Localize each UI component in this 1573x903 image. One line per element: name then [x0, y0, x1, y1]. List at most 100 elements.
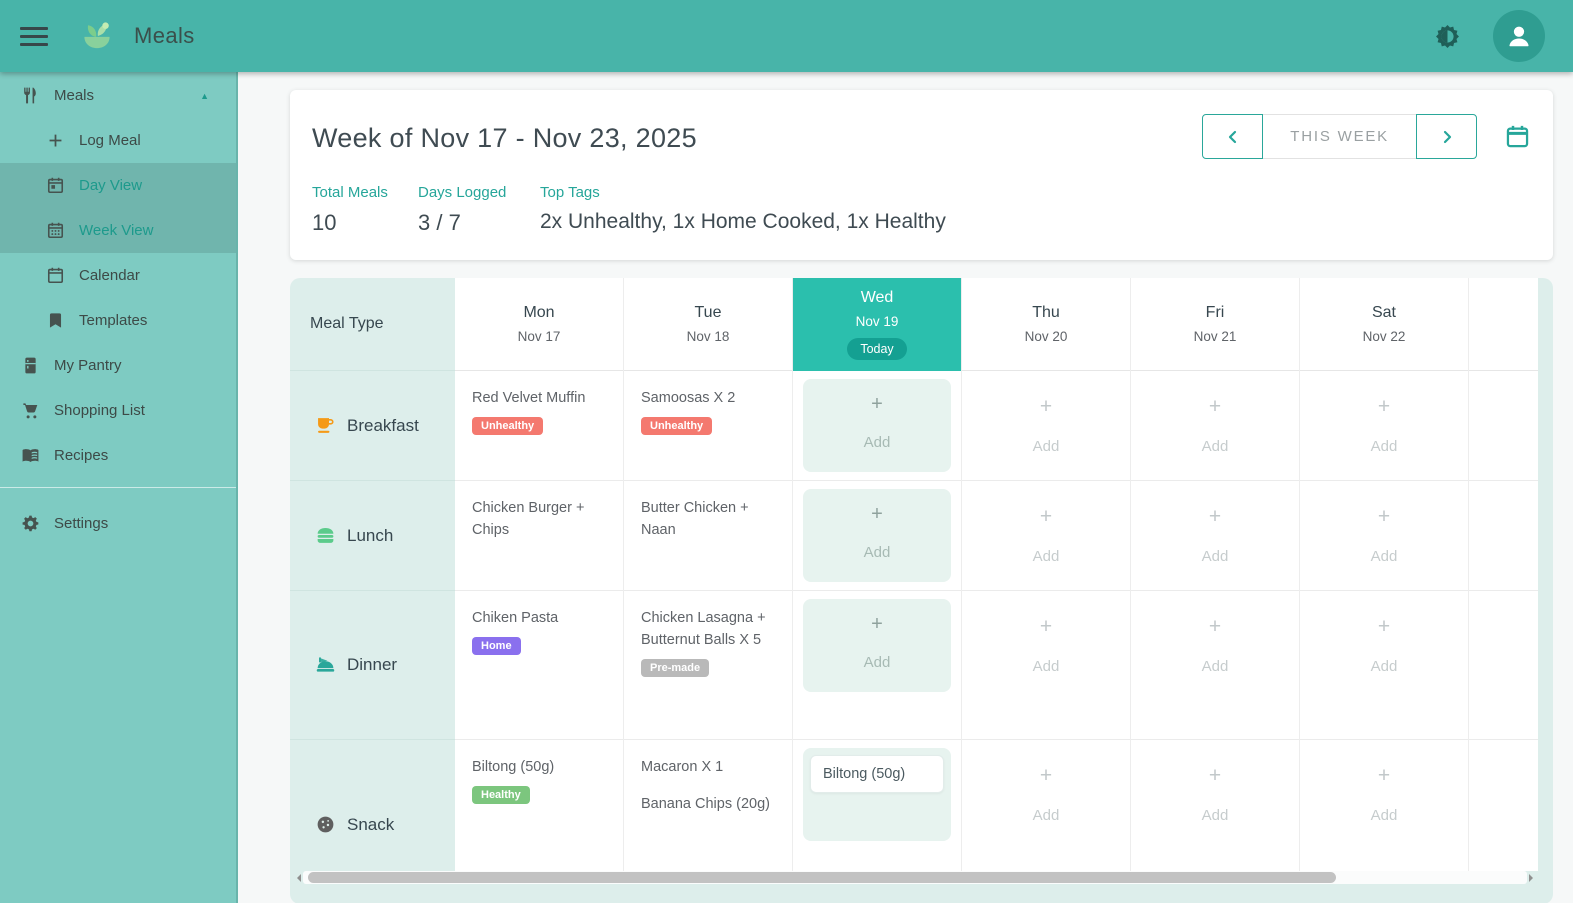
this-week-button[interactable]: THIS WEEK — [1263, 114, 1416, 159]
meal-type-breakfast: Breakfast — [290, 371, 455, 481]
sidebar-item-my-pantry[interactable]: My Pantry — [0, 343, 236, 388]
scrollbar-thumb[interactable] — [308, 872, 1337, 883]
meal-entry[interactable]: Chiken Pasta Home — [455, 591, 623, 740]
sidebar-divider — [0, 487, 236, 488]
sidebar-item-shopping-list[interactable]: Shopping List — [0, 388, 236, 433]
add-meal-button[interactable]: + Add — [803, 489, 951, 582]
add-meal-button[interactable]: + Add — [803, 379, 951, 472]
tag-unhealthy: Unhealthy — [641, 417, 713, 435]
day-header: Mon Nov 17 — [455, 278, 623, 371]
add-meal-button[interactable]: + Add — [1131, 481, 1299, 591]
fridge-icon — [25, 357, 36, 374]
plus-icon: + — [1377, 505, 1391, 528]
calendar-picker-icon[interactable] — [1504, 123, 1531, 150]
add-meal-button[interactable]: + Add — [962, 481, 1130, 591]
stat-top-tags: Top Tags 2x Unhealthy, 1x Home Cooked, 1… — [540, 184, 946, 233]
add-meal-button[interactable]: + Add — [962, 371, 1130, 481]
plus-icon: + — [1377, 764, 1391, 787]
meal-entry[interactable]: Biltong (50g) — [810, 755, 944, 793]
tag-healthy: Healthy — [472, 786, 530, 804]
plus-icon: + — [1377, 395, 1391, 418]
app-header: Meals — [0, 0, 1573, 72]
plus-icon — [49, 134, 62, 147]
day-header-today: Wed Nov 19 Today — [793, 278, 961, 371]
meal-entry[interactable]: Chicken Lasagna + Butternut Balls X 5 Pr… — [624, 591, 792, 740]
tag-premade: Pre-made — [641, 659, 710, 677]
sidebar-item-label: Settings — [54, 515, 109, 532]
add-meal-button[interactable]: + Add — [1300, 740, 1468, 871]
user-avatar[interactable] — [1493, 10, 1545, 62]
day-header: Thu Nov 20 — [962, 278, 1130, 371]
plus-icon: + — [1377, 615, 1391, 638]
day-column-sat: Sat Nov 22 + Add + Add + Add — [1300, 278, 1469, 871]
meal-type-header: Meal Type — [290, 278, 455, 371]
sidebar-item-templates[interactable]: Templates — [0, 298, 236, 343]
week-days-grid: Mon Nov 17 Red Velvet Muffin Unhealthy C… — [455, 278, 1538, 871]
week-planner-table: Meal Type Breakfast Lunch — [290, 278, 1553, 903]
plus-icon: + — [1208, 395, 1222, 418]
add-meal-button[interactable]: + Add — [1131, 740, 1299, 871]
horizontal-scrollbar[interactable] — [293, 871, 1537, 884]
add-meal-button[interactable]: + Add — [962, 591, 1130, 740]
meal-entry[interactable]: Chicken Burger + Chips — [455, 481, 623, 591]
sidebar-item-settings[interactable]: Settings — [0, 501, 236, 546]
week-summary-card: Week of Nov 17 - Nov 23, 2025 THIS WEEK — [290, 90, 1553, 260]
theme-toggle-icon[interactable] — [1434, 23, 1461, 50]
add-meal-button[interactable]: + Add — [1300, 591, 1468, 740]
menu-button[interactable] — [20, 23, 48, 50]
sidebar-item-label: Log Meal — [79, 132, 141, 149]
prev-week-button[interactable] — [1202, 114, 1264, 159]
add-meal-button[interactable]: + Add — [1300, 481, 1468, 591]
plus-icon: + — [1039, 505, 1053, 528]
week-calendar-icon — [47, 222, 64, 239]
add-meal-button[interactable]: + Add — [803, 599, 951, 692]
sidebar-item-week-view[interactable]: Week View — [0, 208, 236, 253]
plus-icon: + — [1208, 615, 1222, 638]
dinner-dome-icon — [316, 656, 335, 672]
tag-home: Home — [472, 637, 521, 655]
plus-icon: + — [1039, 615, 1053, 638]
meal-entry[interactable]: Macaron X 1 Banana Chips (20g) — [624, 740, 792, 871]
book-icon — [22, 449, 39, 462]
day-header: Fri Nov 21 — [1131, 278, 1299, 371]
plus-icon: + — [1208, 505, 1222, 528]
meal-entry[interactable]: Samoosas X 2 Unhealthy — [624, 371, 792, 481]
add-meal-button[interactable]: + Add — [1300, 371, 1468, 481]
tag-unhealthy: Unhealthy — [472, 417, 544, 435]
sidebar-item-calendar[interactable]: Calendar — [0, 253, 236, 298]
gear-icon — [22, 515, 39, 532]
sidebar-item-label: Meals — [54, 87, 95, 104]
sidebar-item-recipes[interactable]: Recipes — [0, 433, 236, 478]
sidebar: Meals ▲ Log Meal Day View — [0, 72, 238, 903]
day-column-fri: Fri Nov 21 + Add + Add + Add — [1131, 278, 1300, 871]
cookie-icon — [317, 816, 334, 833]
add-meal-button[interactable]: + Add — [962, 740, 1130, 871]
plus-icon: + — [871, 613, 883, 635]
fork-knife-icon — [24, 87, 36, 104]
scroll-left-arrow-icon[interactable] — [293, 873, 301, 882]
sidebar-item-log-meal[interactable]: Log Meal — [0, 118, 236, 163]
day-calendar-icon — [47, 177, 64, 194]
cart-icon — [23, 403, 38, 419]
sidebar-item-day-view[interactable]: Day View — [0, 163, 236, 208]
today-badge: Today — [847, 337, 907, 360]
main-content: Week of Nov 17 - Nov 23, 2025 THIS WEEK — [238, 72, 1573, 903]
meal-type-dinner: Dinner — [290, 591, 455, 740]
day-header: Sat Nov 22 — [1300, 278, 1468, 371]
sidebar-item-meals[interactable]: Meals ▲ — [0, 73, 236, 118]
scroll-right-arrow-icon[interactable] — [1529, 873, 1537, 882]
meal-entry[interactable]: Biltong (50g) Healthy — [455, 740, 623, 871]
plus-icon: + — [871, 503, 883, 525]
scrollbar-track[interactable] — [303, 871, 1527, 884]
meal-entry[interactable]: Butter Chicken + Naan — [624, 481, 792, 591]
sidebar-item-label: Shopping List — [54, 402, 145, 419]
meal-entry[interactable]: Red Velvet Muffin Unhealthy — [455, 371, 623, 481]
stat-total-meals: Total Meals 10 — [312, 184, 388, 235]
person-icon — [1509, 26, 1529, 47]
next-week-button[interactable] — [1416, 114, 1477, 159]
plus-icon: + — [1208, 764, 1222, 787]
sidebar-item-label: Calendar — [79, 267, 140, 284]
add-meal-button[interactable]: + Add — [1131, 371, 1299, 481]
add-meal-button[interactable]: + Add — [1131, 591, 1299, 740]
bookmark-icon — [49, 313, 62, 328]
